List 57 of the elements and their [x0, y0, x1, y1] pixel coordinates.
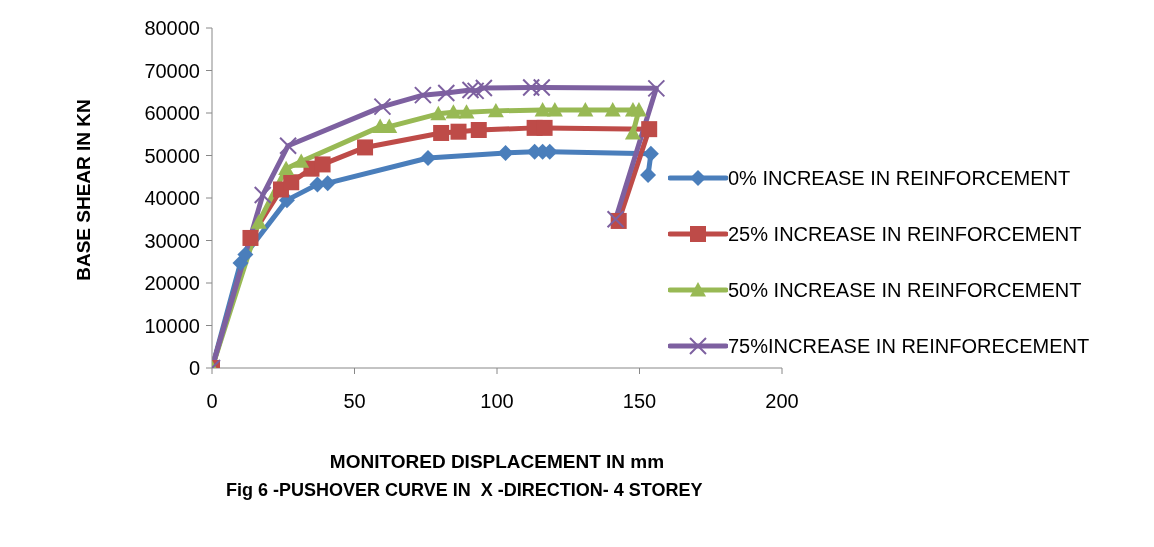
point — [497, 144, 514, 161]
point — [293, 153, 310, 168]
x-tick-label: 200 — [765, 390, 799, 413]
point — [546, 102, 563, 117]
y-tick-label: 30000 — [144, 229, 200, 252]
point — [630, 102, 647, 117]
point — [253, 186, 272, 205]
point — [604, 102, 621, 117]
point — [624, 124, 641, 140]
point — [430, 105, 447, 121]
y-axis-title: BASE SHEAR IN KN — [73, 99, 95, 281]
point — [250, 214, 267, 229]
y-tick-label: 0 — [188, 357, 200, 380]
point — [534, 102, 551, 117]
legend-label: 50% INCREASE IN REINFORCEMENT — [728, 278, 1082, 302]
legend-label: 75%INCREASE IN REINFORECEMENT — [728, 334, 1090, 358]
point — [437, 84, 456, 103]
point — [640, 167, 657, 184]
point — [242, 229, 259, 246]
x-axis-title: MONITORED DISPLACEMENT IN mm — [329, 451, 665, 472]
point — [450, 123, 467, 140]
point — [642, 145, 659, 162]
point — [470, 122, 487, 138]
x-tick-label: 50 — [343, 390, 366, 413]
y-tick-label: 60000 — [144, 102, 200, 125]
point — [413, 86, 432, 105]
y-tick-label: 80000 — [144, 17, 200, 40]
point — [647, 79, 666, 98]
x-tick-label: 100 — [480, 390, 514, 413]
point — [532, 78, 551, 97]
legend-label: 0% INCREASE IN REINFORCEMENT — [728, 166, 1071, 190]
text: Fig 6 -PUSHOVER CURVE IN X -DIRECTION- 4 STOREY — [226, 480, 703, 501]
point — [314, 156, 331, 173]
point — [458, 104, 475, 119]
point — [283, 174, 300, 191]
point — [445, 104, 462, 119]
point — [606, 210, 625, 229]
point — [522, 78, 541, 97]
point — [577, 102, 594, 117]
point — [279, 136, 298, 155]
point — [357, 139, 374, 156]
y-tick-label: 70000 — [144, 59, 200, 82]
point — [641, 121, 658, 138]
point — [466, 81, 485, 100]
point — [237, 246, 254, 263]
point — [278, 160, 295, 176]
point — [536, 119, 553, 136]
x-tick-label: 150 — [622, 390, 657, 413]
x-tick-label: 0 — [206, 390, 218, 413]
legend-label: 25% INCREASE IN REINFORCEMENT — [728, 222, 1082, 246]
point — [373, 97, 392, 116]
y-tick-label: 10000 — [144, 314, 200, 337]
y-tick-label: 20000 — [144, 272, 200, 295]
point — [487, 102, 504, 118]
y-tick-label: 50000 — [144, 144, 200, 167]
y-tick-label: 40000 — [144, 187, 200, 210]
point — [433, 124, 450, 141]
